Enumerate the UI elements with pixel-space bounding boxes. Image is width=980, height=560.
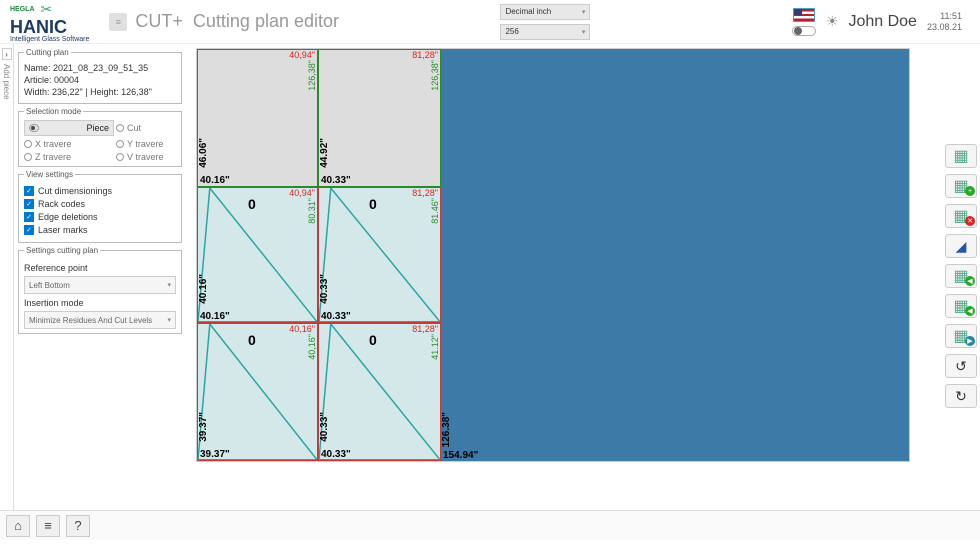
dim-right: 126,38" (430, 60, 440, 91)
expand-panel-button[interactable]: › (2, 48, 12, 60)
tool-undo[interactable]: ↺ (945, 354, 977, 378)
app-title: Cutting plan editor (193, 11, 339, 31)
chk-edge-deletions[interactable]: ✓Edge deletions (24, 212, 176, 222)
dim-top: 40,94" (289, 50, 315, 60)
tool-go-right[interactable]: ▦▶ (945, 324, 977, 348)
view-settings-group: View settings ✓Cut dimensionings ✓Rack c… (18, 170, 182, 243)
home-button[interactable]: ⌂ (6, 515, 30, 537)
plan-article: 00004 (54, 75, 79, 85)
zoom-select[interactable]: 256▾ (500, 24, 590, 40)
opt-piece[interactable]: Piece (24, 120, 114, 136)
insertion-mode-select[interactable]: Minimize Residues And Cut Levels▾ (24, 311, 176, 329)
tool-view[interactable]: ▦ (945, 144, 977, 168)
chk-cut-dimensionings[interactable]: ✓Cut dimensionings (24, 186, 176, 196)
dim-bottom: 40.33" (321, 311, 351, 322)
app-header: HEGLA ✂ HANIC Intelligent Glass Software… (0, 0, 980, 44)
user-name[interactable]: John Doe (848, 13, 917, 31)
dim-top: 81,28" (412, 324, 438, 334)
help-button[interactable]: ? (66, 515, 90, 537)
dim-top: 81,28" (412, 188, 438, 198)
menu-icon[interactable]: ≡ (109, 13, 127, 31)
rack-code: 0 (369, 332, 377, 348)
piece-cell[interactable]: 0 81,28"41.12" 40.33" 40.33" (318, 323, 441, 461)
rack-code: 0 (369, 196, 377, 212)
tool-rotate[interactable]: ◢ (945, 234, 977, 258)
dim-left: 39.37" (198, 412, 209, 442)
settings-cutting-plan-group: Settings cutting plan Reference point Le… (18, 246, 182, 334)
plan-dimensions: Width: 236,22" | Height: 126,38" (24, 87, 176, 97)
scissors-icon: ✂ (41, 1, 53, 18)
tool-redo[interactable]: ↻ (945, 384, 977, 408)
dim-left: 46.06" (198, 138, 209, 168)
opt-z-travere[interactable]: Z travere (24, 152, 114, 162)
dim-right: 81.46" (430, 198, 440, 224)
footer: ⌂ ≡ ? (0, 510, 980, 540)
dim-left: 44.92" (319, 138, 330, 168)
selection-mode-group: Selection mode Piece Cut X travere Y tra… (18, 107, 182, 167)
waste-cell[interactable]: 40,94"126,38" 46.06" 40.16" (197, 49, 318, 187)
opt-cut[interactable]: Cut (116, 120, 176, 136)
tool-delete[interactable]: ▦✕ (945, 204, 977, 228)
locale-flag[interactable] (793, 8, 815, 22)
dim-left: 40.33" (319, 412, 330, 442)
dim-top: 40,94" (289, 188, 315, 198)
dim-bottom: 40.16" (200, 175, 230, 186)
logo-top: HEGLA (10, 6, 35, 13)
dim-left: 40.16" (198, 274, 209, 304)
tool-add[interactable]: ▦+ (945, 174, 977, 198)
app-code: CUT+ (135, 11, 183, 31)
opt-v-travere[interactable]: V travere (116, 152, 176, 162)
piece-cell[interactable]: 0 81,28"81.46" 40.33" 40.33" (318, 187, 441, 323)
piece-cell[interactable]: 0 40,16"40,16" 39.37" 39.37" (197, 323, 318, 461)
cutting-canvas[interactable]: 40,94"126,38"46.06"40.16"81,28"126,38"44… (186, 44, 942, 510)
insertion-mode-label: Insertion mode (24, 298, 176, 308)
plan-name: 2021_08_23_09_51_35 (53, 63, 148, 73)
dim-top: 40,16" (289, 324, 315, 334)
list-button[interactable]: ≡ (36, 515, 60, 537)
dim-right: 41.12" (430, 334, 440, 360)
remnant-width: 154.94" (443, 450, 478, 461)
ref-point-label: Reference point (24, 263, 176, 273)
opt-y-travere[interactable]: Y travere (116, 139, 176, 149)
dim-bottom: 40.33" (321, 175, 351, 186)
chk-rack-codes[interactable]: ✓Rack codes (24, 199, 176, 209)
stock-sheet: 40,94"126,38"46.06"40.16"81,28"126,38"44… (196, 48, 910, 462)
logo-sub: Intelligent Glass Software (10, 36, 89, 43)
dim-bottom: 39.37" (200, 449, 230, 460)
right-toolbar: ▦ ▦+ ▦✕ ◢ ▦◀ ▦◀ ▦▶ ↺ ↻ (942, 44, 980, 510)
piece-cell[interactable]: 0 40,94"80.31" 40.16" 40.16" (197, 187, 318, 323)
logo: HEGLA ✂ HANIC Intelligent Glass Software (10, 1, 89, 43)
chk-laser-marks[interactable]: ✓Laser marks (24, 225, 176, 235)
rack-code: 0 (248, 196, 256, 212)
sun-icon: ☀ (826, 13, 839, 30)
theme-toggle[interactable] (792, 26, 816, 36)
waste-cell[interactable]: 81,28"126,38" 44.92" 40.33" (318, 49, 441, 187)
dim-top: 81,28" (412, 50, 438, 60)
dim-right: 40,16" (307, 334, 317, 360)
rack-code: 0 (248, 332, 256, 348)
dim-right: 80.31" (307, 198, 317, 224)
dim-bottom: 40.33" (321, 449, 351, 460)
dim-left: 40.33" (319, 274, 330, 304)
dim-bottom: 40.16" (200, 311, 230, 322)
logo-main: HANIC (10, 18, 67, 36)
collapse-label: Add piece (2, 64, 11, 100)
dim-right: 126,38" (307, 60, 317, 91)
tool-nav-prev[interactable]: ▦◀ (945, 264, 977, 288)
cutting-plan-group: Cutting plan Name: 2021_08_23_09_51_35 A… (18, 48, 182, 104)
left-panel: Cutting plan Name: 2021_08_23_09_51_35 A… (14, 44, 186, 510)
opt-x-travere[interactable]: X travere (24, 139, 114, 149)
unit-select[interactable]: Decimal inch▾ (500, 4, 590, 20)
remnant-height: 126.38" (441, 412, 452, 447)
tool-go-left[interactable]: ▦◀ (945, 294, 977, 318)
ref-point-select[interactable]: Left Bottom▾ (24, 276, 176, 294)
clock: 11:51 23.08.21 (927, 11, 962, 33)
